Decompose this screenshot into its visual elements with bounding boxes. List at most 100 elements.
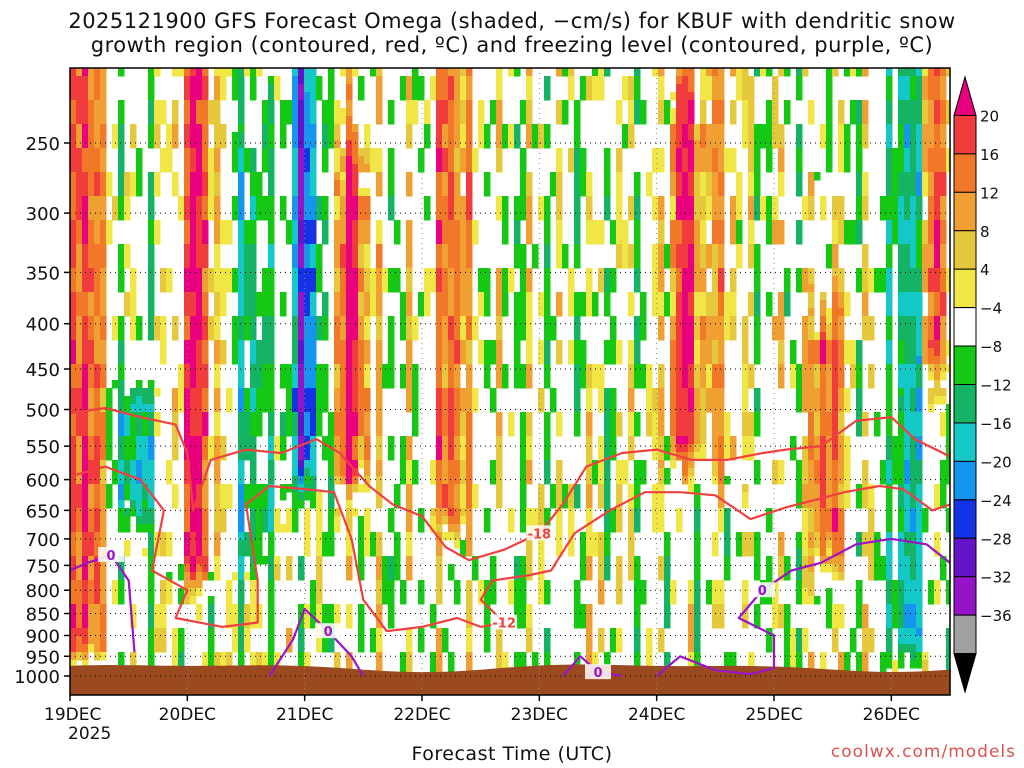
omega-cell [646, 652, 653, 661]
omega-cell [508, 124, 515, 133]
omega-cell [190, 236, 197, 245]
omega-cell [130, 612, 137, 621]
omega-cell [136, 396, 143, 405]
omega-cell [190, 476, 197, 485]
omega-cell [268, 436, 275, 445]
omega-cell [358, 76, 365, 85]
omega-cell [292, 436, 299, 445]
omega-cell [514, 348, 521, 357]
omega-cell [430, 460, 437, 469]
omega-cell [412, 428, 419, 437]
omega-cell [472, 572, 479, 581]
omega-cell [526, 516, 533, 525]
omega-cell [622, 468, 629, 477]
omega-cell [352, 484, 359, 493]
omega-cell [616, 476, 623, 485]
omega-cell [616, 460, 623, 469]
omega-cell [328, 76, 335, 85]
omega-cell [304, 236, 311, 245]
omega-cell [328, 492, 335, 501]
omega-cell [544, 580, 551, 589]
omega-cell [340, 372, 347, 381]
omega-cell [76, 260, 83, 269]
omega-cell [640, 596, 647, 605]
omega-cell [358, 324, 365, 333]
omega-cell [520, 428, 527, 437]
omega-cell [706, 68, 713, 77]
omega-cell [304, 468, 311, 477]
omega-cell [718, 164, 725, 173]
omega-cell [226, 596, 233, 605]
omega-cell [754, 188, 761, 197]
omega-cell [310, 444, 317, 453]
omega-cell [622, 244, 629, 253]
omega-cell [592, 76, 599, 85]
omega-cell [682, 204, 689, 213]
omega-cell [556, 428, 563, 437]
omega-cell [82, 644, 89, 653]
omega-cell [514, 580, 521, 589]
omega-cell [694, 276, 701, 285]
omega-cell [244, 628, 251, 637]
omega-cell [208, 156, 215, 165]
omega-cell [304, 204, 311, 213]
omega-cell [244, 300, 251, 309]
omega-cell [358, 148, 365, 157]
omega-cell [322, 116, 329, 125]
omega-cell [664, 108, 671, 117]
omega-cell [190, 268, 197, 277]
omega-cell [88, 188, 95, 197]
omega-cell [322, 452, 329, 461]
omega-cell [316, 92, 323, 101]
omega-cell [670, 340, 677, 349]
omega-cell [664, 476, 671, 485]
omega-cell [670, 444, 677, 453]
omega-cell [544, 292, 551, 301]
omega-cell [118, 372, 125, 381]
omega-cell [460, 292, 467, 301]
omega-cell [88, 540, 95, 549]
omega-cell [298, 140, 305, 149]
omega-cell [340, 428, 347, 437]
omega-cell [124, 468, 131, 477]
omega-cell [520, 420, 527, 429]
omega-cell [184, 76, 191, 85]
omega-cell [448, 300, 455, 309]
omega-cell [724, 428, 731, 437]
omega-cell [238, 428, 245, 437]
omega-cell [100, 356, 107, 365]
omega-cell [460, 236, 467, 245]
omega-cell [130, 428, 137, 437]
omega-cell [370, 548, 377, 557]
omega-cell [670, 108, 677, 117]
omega-cell [544, 260, 551, 269]
omega-cell [454, 292, 461, 301]
omega-cell [694, 140, 701, 149]
omega-cell [742, 404, 749, 413]
omega-cell [148, 444, 155, 453]
omega-cell [82, 148, 89, 157]
omega-cell [718, 252, 725, 261]
omega-cell [538, 300, 545, 309]
omega-cell [202, 300, 209, 309]
omega-cell [334, 604, 341, 613]
omega-cell [484, 380, 491, 389]
omega-cell [682, 292, 689, 301]
omega-cell [262, 100, 269, 109]
omega-cell [352, 300, 359, 309]
omega-cell [394, 228, 401, 237]
omega-cell [94, 220, 101, 229]
omega-cell [580, 556, 587, 565]
omega-cell [214, 460, 221, 469]
omega-cell [718, 124, 725, 133]
omega-cell [448, 444, 455, 453]
omega-cell [364, 404, 371, 413]
omega-cell [610, 436, 617, 445]
omega-cell [400, 372, 407, 381]
omega-cell [334, 372, 341, 381]
omega-cell [628, 132, 635, 141]
omega-cell [628, 124, 635, 133]
omega-cell [160, 332, 167, 341]
omega-cell [124, 188, 131, 197]
omega-cell [304, 324, 311, 333]
